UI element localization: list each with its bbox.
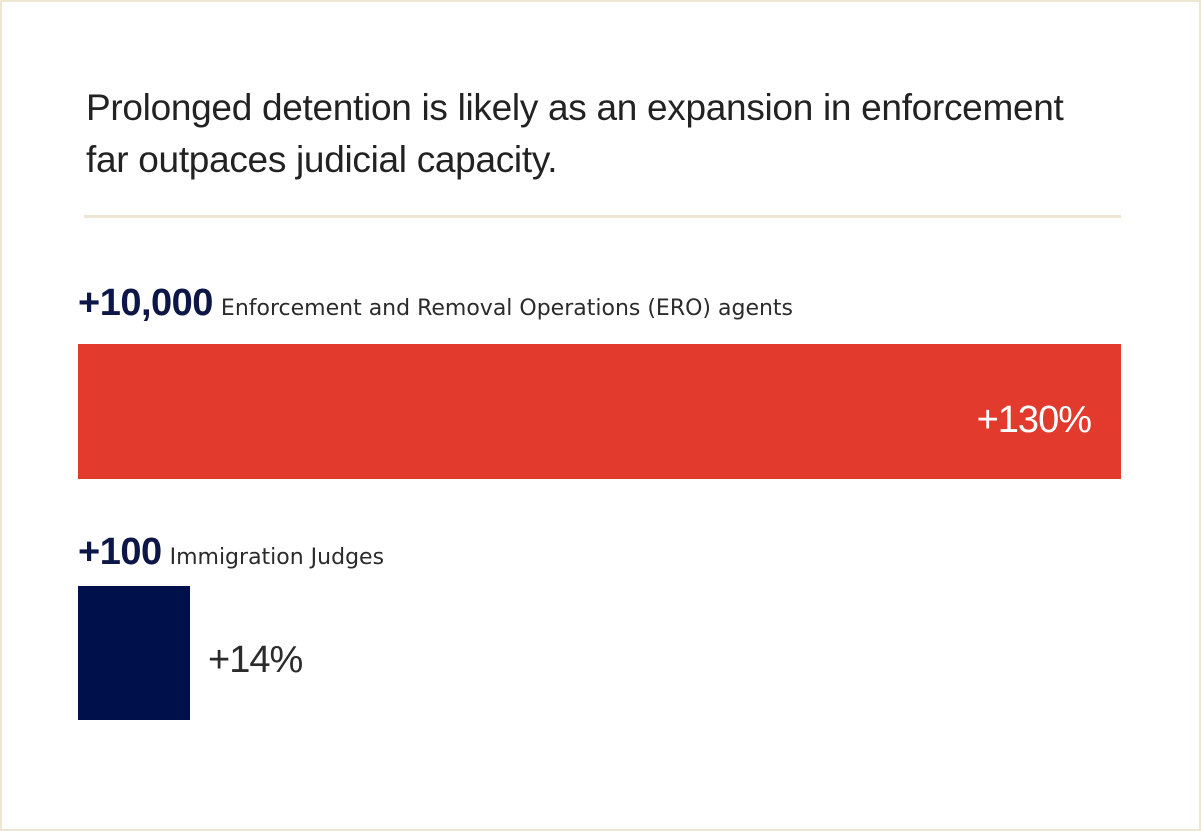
ero-count: +10,000 <box>78 282 213 324</box>
judges-count: +100 <box>78 531 162 573</box>
ero-description: Enforcement and Removal Operations (ERO)… <box>220 296 794 321</box>
row-label-judges: +100 Immigration Judges <box>78 533 384 571</box>
bar-immigration-judges <box>78 586 190 720</box>
row-label-ero: +10,000 Enforcement and Removal Operation… <box>78 284 793 322</box>
bar-value-judges: +14% <box>208 639 303 681</box>
judges-description: Immigration Judges <box>169 545 385 570</box>
chart-title: Prolonged detention is likely as an expa… <box>86 87 1064 180</box>
title-divider <box>84 215 1121 218</box>
bar-value-ero: +130% <box>976 399 1092 441</box>
bar-ero-agents <box>78 344 1121 479</box>
